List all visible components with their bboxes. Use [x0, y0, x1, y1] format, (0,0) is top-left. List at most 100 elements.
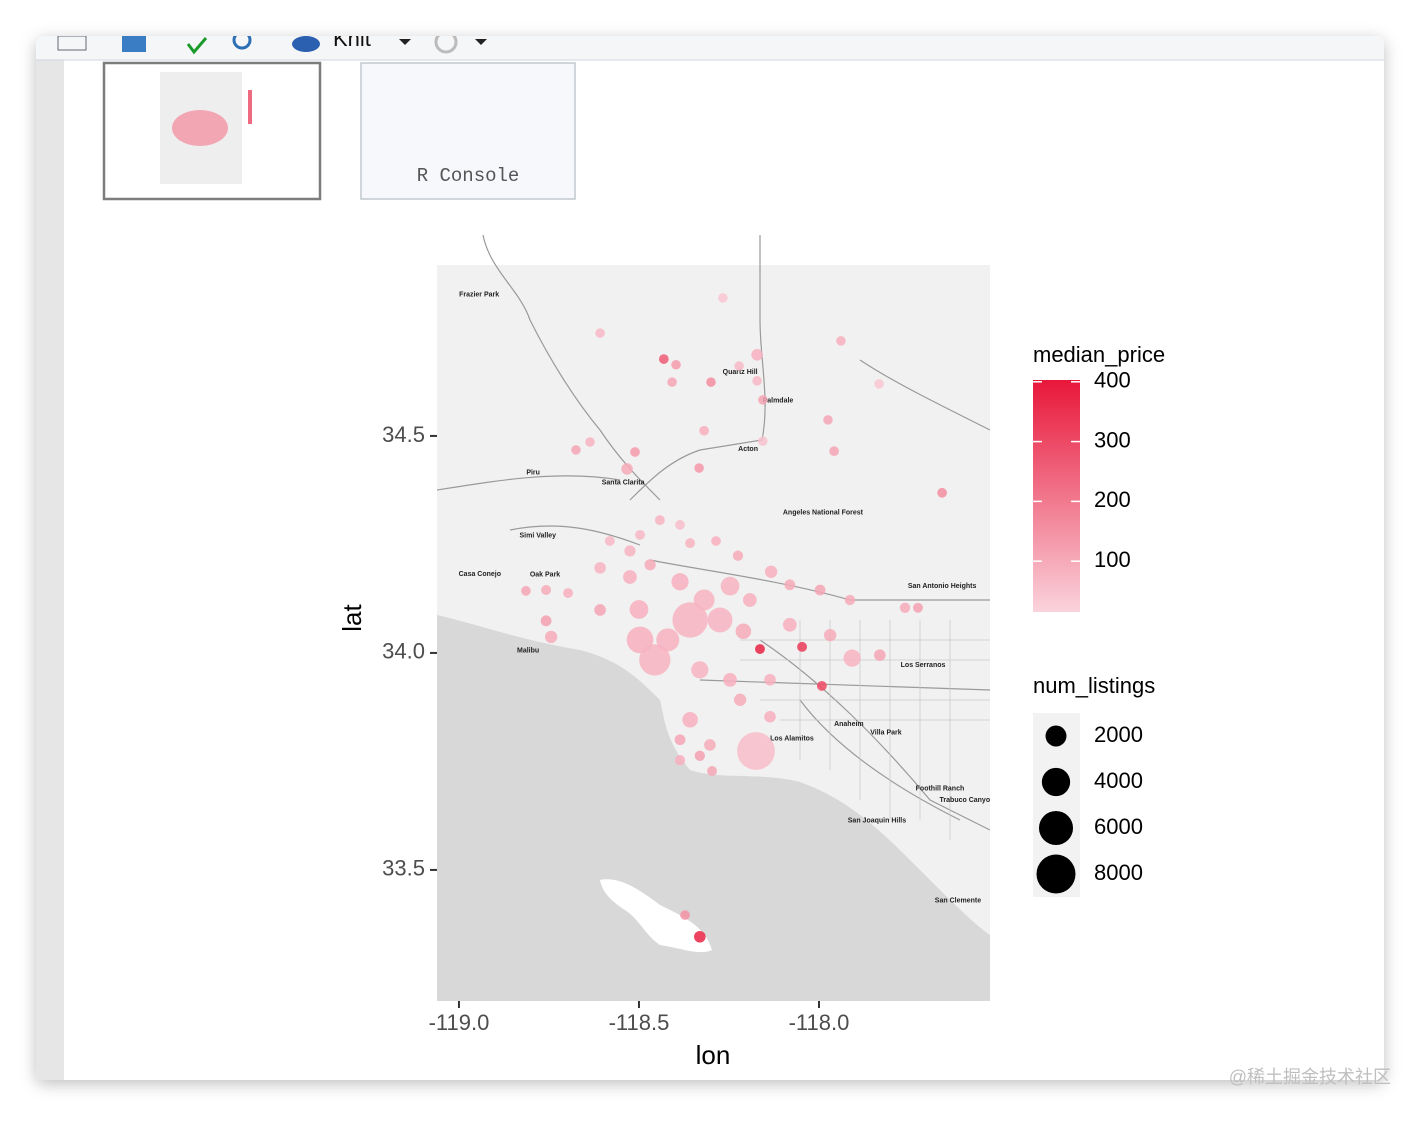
listing-point	[667, 377, 677, 387]
color-legend-label: 300	[1094, 427, 1131, 452]
icon-find[interactable]	[232, 32, 252, 50]
listing-point	[707, 766, 718, 776]
size-legend-label: 2000	[1094, 722, 1143, 747]
map-blank	[437, 235, 990, 265]
icon-save[interactable]	[122, 36, 146, 52]
size-key	[1038, 810, 1074, 846]
listing-point	[823, 628, 837, 642]
place-label: Casa Conejo	[459, 571, 501, 578]
size-legend-label: 8000	[1094, 860, 1143, 885]
listing-point	[816, 680, 827, 691]
listing-point	[752, 376, 762, 386]
listing-point	[694, 463, 704, 473]
listing-point	[754, 644, 765, 654]
place-label: Quartz Hill	[723, 369, 758, 376]
listing-point	[685, 538, 696, 549]
listing-point	[654, 515, 665, 526]
listing-point	[630, 447, 640, 457]
left-strip	[36, 36, 64, 1080]
listing-point	[913, 602, 923, 613]
icon-popout[interactable]	[57, 36, 87, 51]
size-key	[1036, 854, 1076, 894]
place-label: Los Alamitos	[770, 736, 814, 743]
listing-point	[691, 661, 709, 679]
listing-point	[674, 754, 686, 766]
x-axis-title: lon	[696, 1040, 731, 1070]
listing-point	[656, 628, 680, 652]
listing-point	[782, 617, 797, 632]
place-label: Acton	[738, 446, 758, 453]
listing-point	[899, 602, 911, 613]
icon-settings[interactable]	[434, 32, 458, 54]
place-label: San Clemente	[935, 898, 981, 905]
listing-point	[718, 293, 728, 303]
listing-point	[544, 630, 558, 644]
x-tick-label: -118.5	[609, 1010, 670, 1035]
place-label: Malibu	[517, 648, 539, 655]
listing-point	[658, 354, 669, 364]
listing-point	[594, 562, 606, 574]
listing-point	[629, 600, 649, 619]
y-axis-title: lat	[337, 603, 367, 631]
listing-point	[624, 545, 636, 557]
listing-point	[672, 602, 708, 638]
listing-point	[699, 425, 709, 436]
y-tick-label: 33.5	[382, 856, 425, 881]
size-key	[1045, 725, 1067, 747]
listing-point	[635, 529, 646, 540]
listing-point	[680, 910, 690, 920]
listing-point	[751, 348, 763, 361]
listing-point	[720, 576, 740, 596]
listing-point	[732, 550, 744, 561]
knit-dropdown[interactable]	[399, 39, 411, 45]
listing-point	[764, 710, 776, 723]
listing-point	[758, 395, 768, 405]
listing-point	[706, 377, 716, 387]
listing-point	[671, 573, 689, 591]
icon-knit[interactable]	[292, 36, 320, 52]
listing-point	[733, 693, 747, 706]
knit-label[interactable]: Knit	[333, 26, 371, 51]
listing-point	[707, 607, 733, 633]
x-tick-label: -118.0	[789, 1010, 850, 1035]
size-key	[1041, 767, 1071, 797]
listing-point	[764, 565, 778, 578]
toolbar	[36, 36, 1384, 60]
place-label: Los Serranos	[901, 662, 946, 669]
listing-point	[585, 437, 595, 447]
listing-point	[671, 359, 681, 370]
listing-point	[541, 585, 552, 595]
watermark: @稀土掘金技术社区	[1229, 1067, 1391, 1087]
listing-point	[823, 415, 833, 425]
listing-point	[621, 463, 633, 475]
x-tick-label: -119.0	[429, 1010, 490, 1035]
console-label[interactable]: R Console	[417, 165, 520, 187]
listing-point	[644, 559, 656, 571]
settings-dropdown[interactable]	[475, 39, 487, 45]
listing-point	[874, 649, 886, 661]
color-legend-label: 100	[1094, 547, 1131, 572]
thumbnail-console[interactable]	[360, 62, 576, 200]
color-legend-title: median_price	[1033, 342, 1165, 367]
place-label: Piru	[526, 470, 540, 477]
icon-spellcheck[interactable]	[186, 37, 208, 55]
plot: Frazier Park Quartz Hill Palmdale Acton Piru…	[437, 235, 990, 1001]
y-tick-label: 34.0	[382, 639, 425, 664]
place-label: Santa Clarita	[602, 480, 645, 487]
place-label: Foothill Ranch	[916, 786, 965, 793]
listing-point	[764, 674, 776, 686]
listing-point	[723, 672, 737, 687]
place-label: San Antonio Heights	[908, 583, 977, 590]
listing-point	[623, 570, 637, 584]
listing-point	[735, 623, 752, 640]
listing-point	[639, 644, 671, 676]
place-label: Frazier Park	[459, 292, 499, 299]
listing-point	[563, 588, 573, 598]
color-bar	[1033, 380, 1080, 612]
y-tick-label: 34.5	[382, 422, 425, 447]
listing-point	[682, 711, 698, 728]
place-label: Oak Park	[530, 572, 560, 579]
listing-point	[594, 604, 606, 616]
listing-point	[829, 446, 839, 456]
